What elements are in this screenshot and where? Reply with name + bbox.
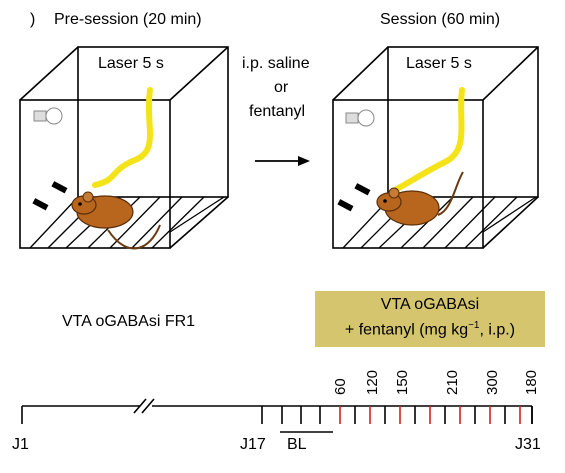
timeline-end-label: J31 [515,436,541,453]
session-title: Session (60 min) [380,11,501,28]
session-ticks [339,406,533,424]
dose-label: 120 [364,369,381,395]
condition-label: VTA oGABAsi FR1 [62,313,196,330]
dose-label: 210 [444,369,461,395]
right-floor-grid [342,196,537,249]
baseline-ticks [261,406,321,424]
right-mouse [376,171,464,226]
left-light-bulb-icon [33,107,63,125]
dose-unit-exponent: −1 [468,320,480,331]
panel-letter: ) [30,11,36,28]
fentanyl-phase-line-2: + fentanyl (mg kg−1, i.p.) [315,321,545,338]
timeline [21,398,533,424]
dose-label: 300 [484,369,501,395]
left-levers [32,181,68,211]
right-levers [337,183,371,212]
timeline-start-label: J1 [12,436,29,453]
pre-session-title: Pre-session (20 min) [54,11,202,28]
transition-arrow [255,156,310,166]
dose-label: 150 [394,369,411,395]
left-laser-fiber [92,87,153,188]
dose-unit-route: , i.p.) [479,321,516,339]
right-laser-label: Laser 5 s [406,55,472,72]
right-cage [332,46,539,249]
baseline-label: BL [287,436,307,453]
dose-label: 60 [332,378,349,395]
left-laser-label: Laser 5 s [98,55,164,72]
injection-line-1: i.p. saline [242,55,310,72]
left-mouse [71,191,161,250]
fentanyl-phase-line-1: VTA oGABAsi [380,296,480,313]
injection-line-3: fentanyl [249,103,306,120]
fentanyl-phase-box: VTA oGABAsi + fentanyl (mg kg−1, i.p.) [315,291,545,347]
timeline-j17-label: J17 [240,436,266,453]
dose-unit-text: + fentanyl (mg kg [344,321,469,339]
right-laser-fiber [392,87,465,193]
right-light-bulb-icon [345,109,375,127]
left-cage [19,46,229,249]
injection-line-2: or [274,79,289,96]
dose-label: 180 [523,369,540,395]
